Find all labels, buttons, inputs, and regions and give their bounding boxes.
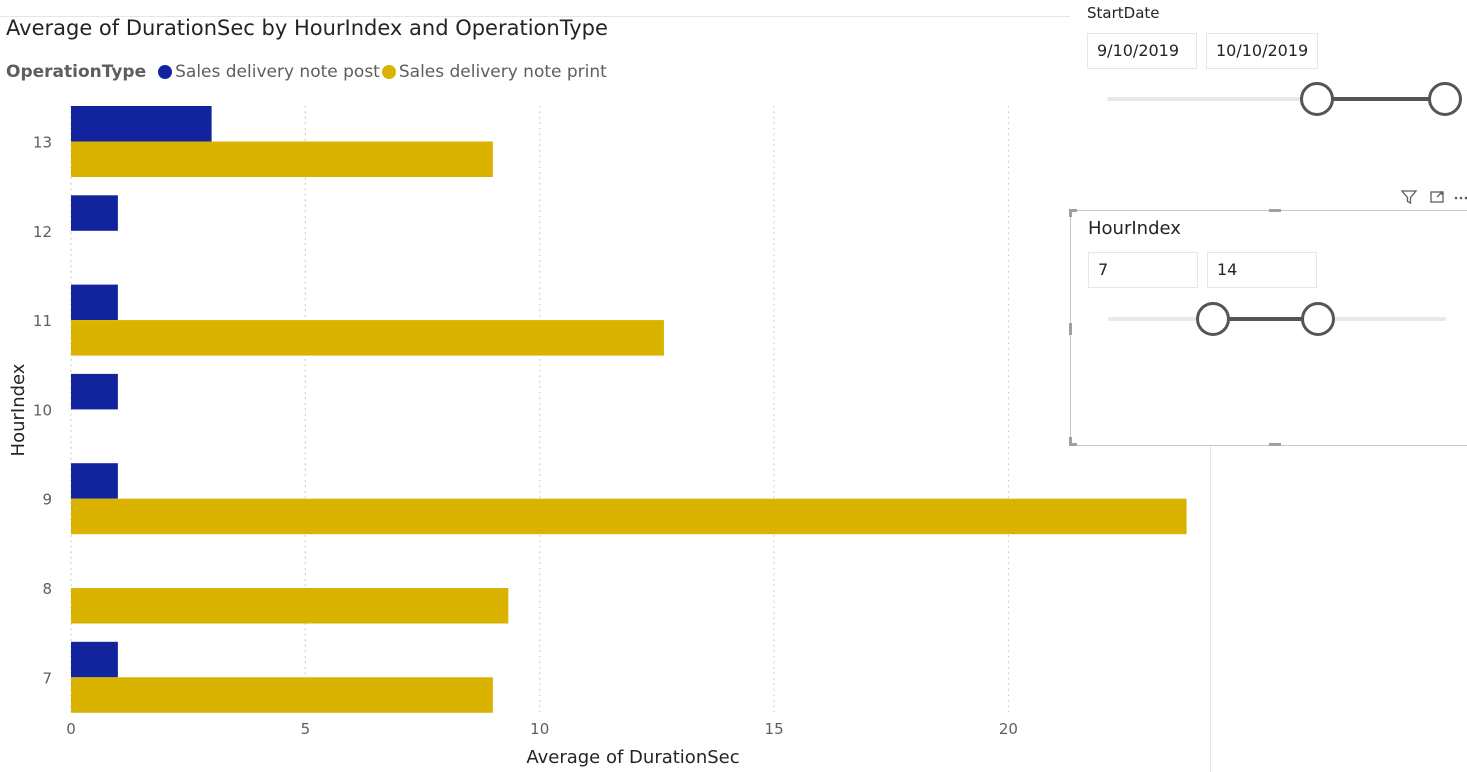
start-date-slicer-header: StartDate (1087, 4, 1160, 22)
bar-sales-delivery-note-print (71, 320, 664, 356)
legend-dot-post (158, 65, 173, 79)
resize-handle-left-middle[interactable] (1069, 323, 1072, 335)
x-tick-labels: 0 5 10 15 20 (66, 720, 1018, 738)
top-divider (0, 16, 1070, 17)
bar-sales-delivery-note-post (71, 641, 118, 678)
hour-index-slicer-header: HourIndex (1088, 218, 1181, 239)
x-tick-label: 15 (765, 720, 784, 738)
bar-sales-delivery-note-post (71, 195, 118, 231)
y-tick-label: 11 (33, 312, 52, 330)
x-tick-label: 5 (301, 720, 311, 738)
resize-handle-bottom-left[interactable] (1069, 437, 1072, 445)
legend-title: OperationType (6, 62, 147, 82)
bar-sales-delivery-note-post (71, 463, 118, 499)
y-tick-label: 8 (42, 580, 52, 598)
hour-index-slider-range (1212, 317, 1318, 321)
bar-sales-delivery-note-print (71, 588, 509, 624)
y-tick-label: 12 (33, 223, 52, 241)
start-date-to-input[interactable]: 10/10/2019 (1206, 33, 1318, 69)
hour-index-slicer: HourIndex 7 14 (1069, 209, 1467, 446)
x-tick-label: 0 (66, 720, 76, 738)
legend-label-post: Sales delivery note post (175, 62, 380, 82)
start-date-slider-handle-end[interactable] (1428, 82, 1462, 116)
bar-sales-delivery-note-post (71, 373, 118, 410)
hour-index-slider-handle-end[interactable] (1300, 302, 1335, 336)
resize-handle-top-middle[interactable] (1269, 209, 1281, 212)
legend-dot-print (381, 65, 396, 79)
bar-sales-delivery-note-print (71, 498, 1187, 535)
more-options-icon[interactable] (1453, 188, 1467, 206)
focus-mode-icon[interactable] (1428, 188, 1446, 206)
resize-handle-bottom-middle[interactable] (1269, 443, 1281, 446)
bars (71, 106, 1187, 713)
hour-index-to-input[interactable]: 14 (1207, 252, 1317, 288)
start-date-from-input[interactable]: 9/10/2019 (1087, 33, 1197, 69)
resize-handle-bottom-left[interactable] (1069, 443, 1077, 446)
legend-label-print: Sales delivery note print (398, 62, 607, 82)
x-axis-title: Average of DurationSec (526, 747, 739, 768)
legend-item-post[interactable]: Sales delivery note post (158, 62, 380, 82)
y-tick-label: 10 (33, 401, 52, 419)
legend: OperationType Sales delivery note post S… (6, 62, 609, 82)
bar-sales-delivery-note-post (71, 106, 212, 142)
resize-handle-top-left[interactable] (1069, 209, 1077, 212)
y-tick-labels: 13 12 11 10 9 8 7 (33, 134, 52, 688)
hour-index-from-input[interactable]: 7 (1088, 252, 1198, 288)
x-tick-label: 20 (999, 720, 1018, 738)
y-tick-label: 9 (42, 491, 52, 509)
bar-chart: 13 12 11 10 9 8 7 0 5 10 15 20 Average of Duration… (8, 106, 1187, 768)
start-date-slider-handle-start[interactable] (1299, 82, 1334, 116)
legend-item-print[interactable]: Sales delivery note print (381, 62, 607, 82)
x-tick-label: 10 (530, 720, 549, 738)
y-tick-label: 7 (42, 669, 52, 687)
hour-index-slider-handle-start[interactable] (1195, 302, 1230, 336)
start-date-slider-range (1316, 97, 1445, 101)
bar-sales-delivery-note-print (71, 141, 493, 177)
bar-sales-delivery-note-print (71, 677, 493, 713)
y-tick-label: 13 (33, 134, 52, 152)
resize-handle-top-left[interactable] (1069, 209, 1072, 217)
filter-icon[interactable] (1400, 188, 1418, 206)
start-date-slicer: StartDate 9/10/2019 10/10/2019 (1070, 0, 1467, 130)
start-date-slider-track[interactable] (1107, 97, 1445, 101)
divider-line (1210, 446, 1211, 772)
y-axis-title: HourIndex (8, 363, 29, 456)
chart-title: Average of DurationSec by HourIndex and … (6, 16, 608, 40)
bar-sales-delivery-note-post (71, 284, 118, 321)
